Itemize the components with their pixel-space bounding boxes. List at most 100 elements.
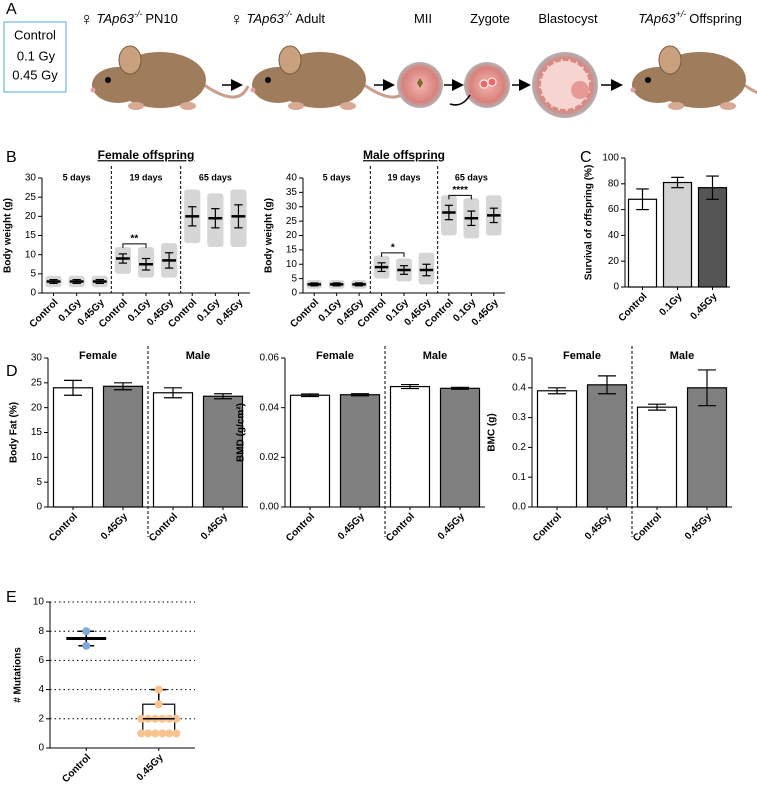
y-tick-label: 5 bbox=[30, 268, 36, 279]
significance-bracket bbox=[448, 194, 472, 200]
group-label: Female bbox=[79, 350, 117, 362]
group-label: Male bbox=[423, 350, 447, 362]
y-axis-label: # Mutations bbox=[13, 647, 24, 703]
group-label: Female bbox=[563, 350, 601, 362]
y-tick-label: 0.0 bbox=[512, 502, 526, 513]
significance-label: * bbox=[391, 242, 395, 253]
genotype: -/- bbox=[134, 9, 143, 19]
y-axis-label: Survival of offspring (%) bbox=[584, 165, 595, 281]
data-point bbox=[172, 714, 181, 723]
y-tick-label: 60 bbox=[608, 204, 620, 215]
y-tick-label: 35 bbox=[286, 187, 298, 198]
stage-label: Zygote bbox=[470, 11, 510, 26]
data-point bbox=[137, 714, 146, 723]
data-point bbox=[82, 641, 91, 650]
stage-name: MII bbox=[414, 11, 432, 26]
sex-symbol: ♀ bbox=[80, 9, 94, 29]
y-tick-label: 15 bbox=[286, 245, 298, 256]
y-axis-label: BMD (g/cm²) bbox=[236, 403, 247, 462]
y-tick-label: 40 bbox=[608, 230, 620, 241]
stage-label: Blastocyst bbox=[538, 11, 598, 26]
panel-label: A bbox=[6, 1, 17, 18]
bar bbox=[662, 181, 693, 288]
bar bbox=[636, 406, 678, 508]
y-tick-label: 25 bbox=[286, 216, 298, 227]
bar bbox=[697, 187, 728, 288]
bar bbox=[52, 387, 94, 508]
y-tick-label: 30 bbox=[25, 173, 37, 184]
group-label: 65 days bbox=[199, 172, 232, 182]
y-tick-label: 0.5 bbox=[512, 353, 526, 364]
x-tick-label: 0.45Gy bbox=[436, 511, 467, 542]
bar bbox=[152, 392, 194, 508]
x-tick-label: Control bbox=[28, 297, 61, 330]
y-tick-label: 0 bbox=[30, 288, 36, 299]
y-tick-label: 20 bbox=[286, 230, 298, 241]
x-tick-label: Control bbox=[531, 511, 564, 544]
y-tick-label: 0.06 bbox=[260, 353, 280, 364]
y-tick-label: 5 bbox=[291, 273, 297, 284]
stage-name: Adult bbox=[295, 11, 325, 26]
bar bbox=[536, 390, 578, 508]
y-tick-label: 0.2 bbox=[512, 442, 526, 453]
dose-label: 0.1 Gy bbox=[17, 48, 56, 63]
significance-label: ** bbox=[131, 234, 139, 245]
x-tick-label: 0.45Gy bbox=[336, 511, 367, 542]
data-point bbox=[144, 729, 153, 738]
data-point bbox=[158, 729, 167, 738]
x-tick-label: Control bbox=[617, 291, 650, 324]
y-tick-label: 10 bbox=[33, 597, 45, 608]
y-tick-label: 15 bbox=[31, 427, 43, 438]
y-tick-label: 4 bbox=[38, 684, 44, 695]
y-tick-label: 0.3 bbox=[512, 412, 526, 423]
bar bbox=[289, 394, 331, 508]
significance-bracket bbox=[122, 243, 147, 248]
y-tick-label: 15 bbox=[25, 230, 37, 241]
x-tick-label: 0.45Gy bbox=[214, 297, 245, 328]
x-tick-label: Control bbox=[384, 511, 417, 544]
panel-label: D bbox=[6, 363, 18, 380]
y-tick-label: 10 bbox=[31, 452, 43, 463]
data-point bbox=[154, 685, 163, 694]
y-tick-label: 10 bbox=[286, 259, 298, 270]
stage-label: TAp63+/- Offspring bbox=[638, 9, 742, 26]
y-tick-label: 0.04 bbox=[260, 402, 280, 413]
group-label: Male bbox=[670, 350, 694, 362]
x-tick-label: 0.45Gy bbox=[583, 511, 614, 542]
group-label: 65 days bbox=[455, 172, 488, 182]
y-axis-label: BMC (g) bbox=[487, 413, 498, 451]
panel-label: C bbox=[580, 149, 592, 166]
y-tick-label: 0.4 bbox=[512, 382, 526, 393]
y-tick-label: 0 bbox=[291, 288, 297, 299]
x-tick-label: 0.45Gy bbox=[99, 511, 130, 542]
group-label: Female bbox=[316, 350, 354, 362]
panel-label: B bbox=[6, 149, 17, 166]
y-tick-label: 80 bbox=[608, 178, 620, 189]
data-point bbox=[82, 627, 91, 636]
y-tick-label: 25 bbox=[25, 192, 37, 203]
dose-label: 0.45 Gy bbox=[12, 67, 58, 82]
panel-label: E bbox=[6, 589, 17, 606]
gene-name: TAp63 bbox=[247, 11, 285, 26]
x-tick-label: Control bbox=[631, 511, 664, 544]
genotype: +/- bbox=[676, 9, 687, 19]
chart-title: Male offspring bbox=[363, 148, 445, 162]
bar bbox=[339, 394, 381, 508]
gene-name: TAp63 bbox=[638, 11, 676, 26]
x-tick-label: Control bbox=[288, 297, 321, 330]
x-tick-label: 0.45Gy bbox=[199, 511, 230, 542]
bar bbox=[389, 385, 431, 508]
bar bbox=[102, 385, 144, 508]
significance-label: **** bbox=[452, 185, 468, 196]
data-point bbox=[137, 729, 146, 738]
x-tick-label: Control bbox=[60, 752, 93, 785]
y-tick-label: 20 bbox=[608, 256, 620, 267]
x-tick-label: 0.45Gy bbox=[689, 291, 720, 322]
y-tick-label: 0 bbox=[36, 502, 42, 513]
dose-label: Control bbox=[14, 27, 56, 42]
data-point bbox=[154, 700, 163, 709]
y-tick-label: 100 bbox=[602, 153, 619, 164]
y-tick-label: 10 bbox=[25, 249, 37, 260]
data-point bbox=[151, 729, 160, 738]
